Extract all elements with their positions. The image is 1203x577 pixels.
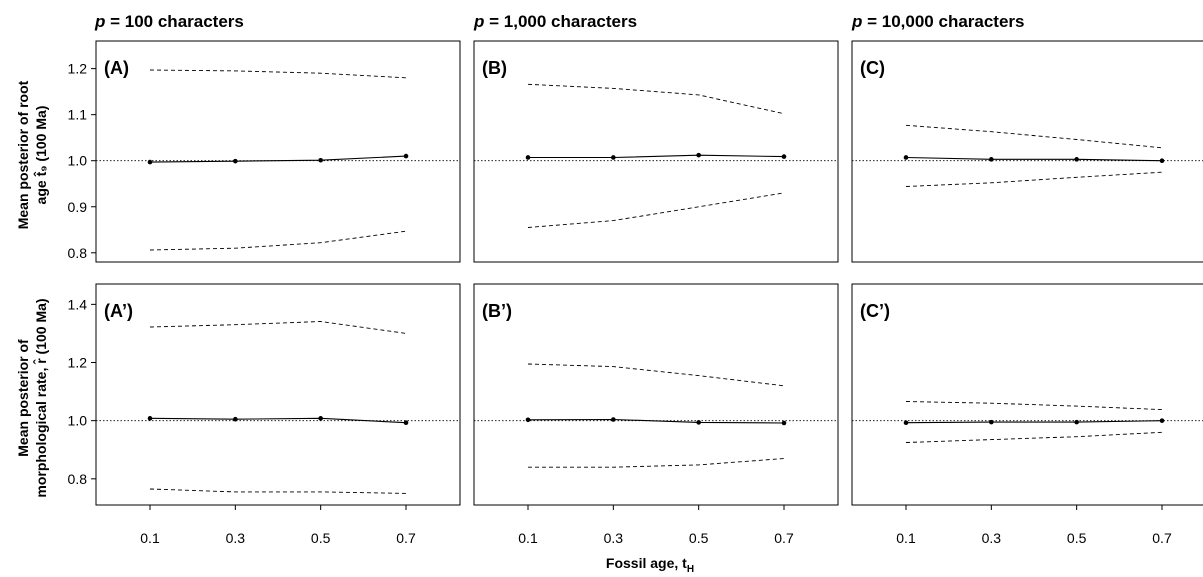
- mean-point: [989, 419, 994, 425]
- column-titles: p = 100 characters p = 1,000 characters …: [94, 12, 1025, 31]
- lower-interval-line: [528, 458, 785, 468]
- x-tick-label: 0.5: [1067, 530, 1087, 546]
- x-tick-label: 0.5: [689, 530, 709, 546]
- mean-point: [696, 152, 701, 158]
- mean-point: [233, 158, 238, 164]
- mean-point: [781, 154, 787, 159]
- mean-point: [403, 420, 409, 426]
- panel-a: 0.8 0.9 1.0 1.1 1.2 (A): [68, 40, 461, 263]
- y-tick-label: 0.8: [68, 471, 88, 487]
- x-tick-label: 0.5: [311, 530, 331, 546]
- upper-interval-line: [149, 69, 407, 79]
- mean-point: [903, 420, 909, 426]
- panel-frame: [851, 40, 1203, 263]
- x-tick-label: 0.3: [226, 530, 246, 546]
- y-tick-label: 1.2: [68, 61, 88, 77]
- mean-point: [525, 155, 531, 160]
- mean-line: [905, 420, 1163, 424]
- upper-interval-line: [905, 401, 1163, 411]
- row-title-morph-rate-line-1: Mean posterior of: [15, 339, 31, 457]
- panel-c: (C): [851, 40, 1203, 263]
- upper-interval-line: [905, 124, 1163, 149]
- y-tick-label: 0.9: [68, 199, 88, 215]
- mean-point: [611, 417, 616, 422]
- mean-point: [989, 157, 994, 162]
- mean-point: [233, 416, 238, 422]
- mean-point: [403, 153, 409, 159]
- x-tick-label: 0.7: [396, 530, 416, 546]
- mean-point: [781, 420, 787, 426]
- x-tick-label: 0.7: [774, 530, 794, 546]
- mean-line: [527, 418, 785, 424]
- mean-line: [528, 154, 785, 159]
- panel-c-prime: 0.1 0.3 0.5 0.7 (C’): [851, 283, 1203, 546]
- mean-point: [525, 417, 531, 423]
- x-tick-label: 0.1: [518, 530, 538, 546]
- x-tick-label: 0.7: [1152, 530, 1172, 546]
- lower-interval-line: [527, 192, 785, 228]
- lower-interval-line: [149, 488, 407, 494]
- mean-point: [147, 416, 153, 421]
- lower-interval-line: [905, 171, 1163, 187]
- mean-point: [611, 155, 616, 160]
- lower-interval-line: [905, 431, 1163, 443]
- row-title-morph-rate: Mean posterior of morphological rate, r̂…: [15, 298, 49, 497]
- panel-frame: [95, 283, 461, 506]
- mean-point: [1159, 418, 1165, 423]
- mean-point: [1074, 157, 1079, 162]
- column-title-1: p = 100 characters: [94, 12, 244, 31]
- y-tick-label: 0.8: [68, 245, 88, 261]
- row-title-root-age-line-1: Mean posterior of root: [15, 80, 31, 229]
- mean-point: [903, 155, 909, 160]
- panel-label: (C’): [860, 301, 890, 321]
- row-title-morph-rate-line-2: morphological rate, r̂ (100 Ma): [32, 298, 49, 497]
- mean-point: [318, 416, 323, 421]
- panel-frame: [473, 40, 839, 263]
- mean-point: [1074, 419, 1079, 425]
- panel-a-prime: 0.8 1.0 1.2 1.4 0.1 0.3 0.5 0.7 (A’): [68, 283, 461, 546]
- row-title-root-age: Mean posterior of root age t̂₉ (100 Ma): [15, 80, 49, 229]
- panel-label: (B): [482, 58, 507, 78]
- panel-b: (B): [473, 40, 839, 263]
- x-tick-label: 0.3: [982, 530, 1002, 546]
- x-tick-label: 0.1: [140, 530, 160, 546]
- x-tick-label: 0.3: [604, 530, 624, 546]
- panel-b-prime: 0.1 0.3 0.5 0.7 (B’): [473, 283, 839, 546]
- panel-label: (A): [104, 58, 129, 78]
- column-title-2: p = 1,000 characters: [473, 12, 637, 31]
- mean-point: [318, 157, 323, 163]
- mean-line: [149, 155, 407, 163]
- upper-interval-line: [527, 363, 785, 387]
- y-tick-label: 1.4: [68, 296, 88, 312]
- mean-point: [147, 159, 153, 165]
- x-tick-label: 0.1: [896, 530, 916, 546]
- panel-label: (A’): [104, 301, 133, 321]
- x-axis-title: Fossil age, tH: [606, 555, 694, 575]
- column-title-3: p = 10,000 characters: [851, 12, 1025, 31]
- mean-point: [1159, 158, 1165, 164]
- panel-frame: [95, 40, 461, 263]
- panel-frame: [851, 283, 1203, 506]
- row-title-root-age-line-2: age t̂₉ (100 Ma): [32, 106, 49, 205]
- upper-interval-line: [149, 321, 407, 334]
- panel-frame: [473, 283, 839, 506]
- y-tick-label: 1.0: [68, 413, 88, 429]
- chart-panels: 0.80.91.01.11.2 (A) (B) (C)0.81.01.21.40.1 0…: [68, 40, 1203, 546]
- y-tick-label: 1.1: [68, 107, 88, 123]
- mean-line: [149, 417, 407, 424]
- panel-label: (C): [860, 58, 885, 78]
- mean-point: [696, 420, 701, 425]
- lower-interval-line: [149, 230, 407, 251]
- mean-line: [905, 156, 1163, 162]
- y-tick-label: 1.2: [68, 355, 88, 371]
- y-tick-label: 1.0: [68, 153, 88, 169]
- panel-label: (B’): [482, 301, 512, 321]
- upper-interval-line: [527, 83, 785, 115]
